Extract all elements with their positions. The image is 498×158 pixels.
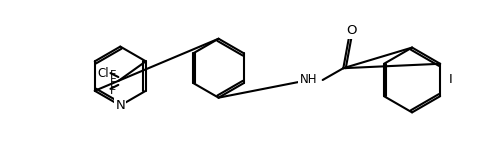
- Text: F: F: [110, 70, 117, 80]
- Text: Cl: Cl: [98, 67, 110, 80]
- Text: F: F: [110, 86, 117, 96]
- Text: O: O: [346, 24, 357, 37]
- Text: N: N: [116, 99, 125, 112]
- Text: F: F: [110, 78, 117, 88]
- Text: I: I: [448, 73, 452, 86]
- Text: NH: NH: [300, 73, 318, 86]
